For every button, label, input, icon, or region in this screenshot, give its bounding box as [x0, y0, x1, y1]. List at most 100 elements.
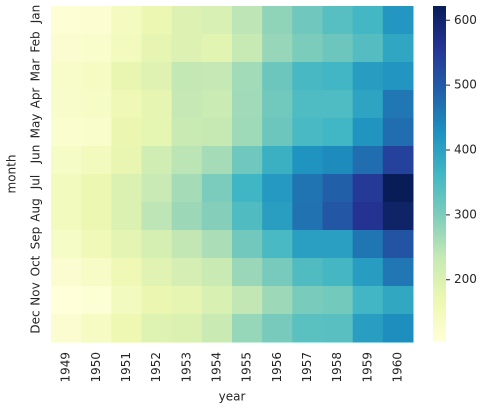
- x-axis-label: year: [219, 390, 246, 404]
- heatmap-cell: [262, 202, 293, 231]
- heatmap-cell: [352, 90, 384, 119]
- heatmap-cell: [262, 62, 293, 91]
- heatmap-cell: [51, 230, 82, 259]
- heatmap-cell: [232, 258, 263, 287]
- heatmap-cell: [292, 258, 323, 287]
- heatmap-cell: [322, 62, 354, 91]
- heatmap-cell: [111, 258, 142, 287]
- y-tick-label: Mar: [29, 59, 43, 82]
- heatmap-cell: [322, 230, 354, 259]
- heatmap-cell: [292, 146, 323, 175]
- heatmap-cell: [262, 146, 293, 175]
- heatmap-cell: [352, 174, 384, 203]
- y-tick-label: May: [29, 114, 43, 139]
- heatmap-cell: [171, 286, 203, 315]
- heatmap-cell: [111, 174, 142, 203]
- heatmap-cell: [141, 174, 173, 203]
- heatmap-cell: [171, 314, 203, 343]
- heatmap-cell: [81, 314, 112, 343]
- y-tick-label: Dec: [29, 310, 43, 333]
- y-tick-label: Feb: [29, 31, 43, 52]
- heatmap-cell: [262, 6, 293, 35]
- y-tick-label: Jun: [29, 145, 43, 165]
- heatmap-cell: [141, 90, 173, 119]
- heatmap-cell: [352, 146, 384, 175]
- heatmap-cell: [292, 90, 323, 119]
- heatmap-cell: [171, 258, 203, 287]
- heatmap-cell: [201, 146, 233, 175]
- heatmap-cell: [322, 258, 354, 287]
- heatmap-cell: [262, 174, 293, 203]
- heatmap-cell: [141, 202, 173, 231]
- y-tick-label: Apr: [29, 88, 43, 109]
- heatmap-cell: [382, 202, 414, 231]
- heatmap-cell: [81, 146, 112, 175]
- heatmap-cell: [262, 90, 293, 119]
- x-tick-label: 1954: [209, 352, 223, 383]
- heatmap-cell: [382, 118, 414, 147]
- x-tick-label: 1958: [330, 352, 344, 383]
- heatmap-cell: [141, 6, 173, 35]
- heatmap-cell: [201, 258, 233, 287]
- heatmap-cell: [201, 174, 233, 203]
- heatmap-cell: [81, 258, 112, 287]
- heatmap-cell: [352, 202, 384, 231]
- heatmap-cell: [322, 202, 354, 231]
- heatmap-cell: [141, 230, 173, 259]
- heatmap-cell: [201, 62, 233, 91]
- colorbar-tick-label: 400: [454, 143, 477, 157]
- x-tick-label: 1949: [59, 352, 73, 383]
- heatmap-cell: [171, 90, 203, 119]
- heatmap-cell: [292, 314, 323, 343]
- heatmap-cell: [322, 286, 354, 315]
- colorbar-tick-label: 300: [454, 207, 477, 221]
- colorbar-tick-label: 500: [454, 78, 477, 92]
- heatmap-cell: [262, 118, 293, 147]
- heatmap-cell: [322, 90, 354, 119]
- heatmap-cell: [382, 258, 414, 287]
- heatmap-cell: [51, 146, 82, 175]
- heatmap-cell: [232, 6, 263, 35]
- heatmap-cell: [232, 118, 263, 147]
- heatmap-cell: [81, 286, 112, 315]
- heatmap-cell: [141, 62, 173, 91]
- heatmap-cell: [262, 34, 293, 63]
- heatmap-cell: [292, 62, 323, 91]
- heatmap-cell: [232, 34, 263, 63]
- heatmap-cell: [171, 34, 203, 63]
- heatmap-cell: [232, 90, 263, 119]
- heatmap-cell: [141, 146, 173, 175]
- heatmap-cell: [171, 202, 203, 231]
- heatmap-cell: [81, 6, 112, 35]
- heatmap-cell: [382, 146, 414, 175]
- heatmap-cell: [292, 6, 323, 35]
- heatmap-cell: [232, 314, 263, 343]
- heatmap-cell: [141, 314, 173, 343]
- y-tick-label: Oct: [29, 255, 43, 276]
- heatmap-cell: [51, 118, 82, 147]
- heatmap-cell: [352, 230, 384, 259]
- heatmap-cell: [232, 62, 263, 91]
- heatmap-cell: [262, 314, 293, 343]
- heatmap-cell: [81, 62, 112, 91]
- heatmap-cell: [141, 34, 173, 63]
- y-tick-label: Jul: [29, 175, 43, 190]
- x-tick-label: 1950: [89, 352, 103, 383]
- heatmap-cell: [111, 34, 142, 63]
- heatmap-cell: [382, 6, 414, 35]
- heatmap-cell: [171, 146, 203, 175]
- colorbar-tick-label: 600: [454, 13, 477, 27]
- heatmap-cell: [322, 174, 354, 203]
- heatmap-cell: [81, 174, 112, 203]
- heatmap-cell: [111, 286, 142, 315]
- heatmap-cell: [322, 118, 354, 147]
- heatmap-cell: [352, 258, 384, 287]
- heatmap-cell: [171, 6, 203, 35]
- heatmap-cell: [382, 286, 414, 315]
- heatmap-cell: [322, 146, 354, 175]
- heatmap-cell: [201, 286, 233, 315]
- heatmap-cell: [322, 34, 354, 63]
- heatmap-cell: [262, 230, 293, 259]
- heatmap-cell: [51, 6, 82, 35]
